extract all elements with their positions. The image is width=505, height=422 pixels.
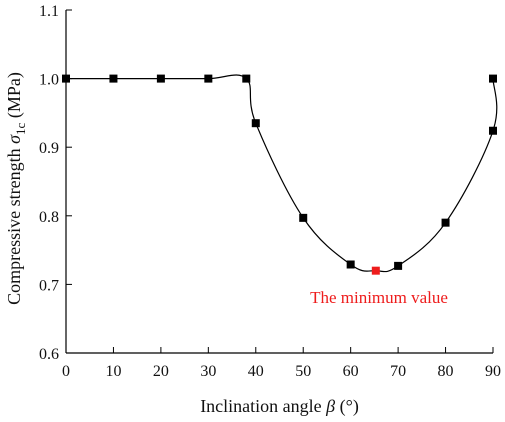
y-tick-label: 1.0 — [39, 72, 59, 89]
tick-labels: 0 10 20 30 40 50 60 70 80 90 0.6 0.7 0.8 0.9 1.0 1.1 — [39, 3, 501, 380]
y-tick-label: 0.9 — [39, 140, 59, 157]
data-point-marker — [441, 218, 450, 227]
y-axis-label-symbol: σ — [4, 134, 24, 144]
x-tick-label: 20 — [153, 363, 169, 380]
y-tick-label: 0.7 — [39, 277, 59, 294]
x-tick-label: 40 — [248, 363, 264, 380]
data-point-marker — [242, 74, 251, 83]
data-point-marker — [346, 260, 355, 269]
y-axis-label-prefix: Compressive strength — [4, 144, 24, 305]
data-point-marker — [109, 74, 118, 83]
y-axis-label: Compressive strength σ1c (MPa) — [4, 72, 28, 305]
minimum-point-marker — [371, 266, 380, 275]
data-point-marker — [204, 74, 213, 83]
x-tick-label: 0 — [62, 363, 70, 380]
data-point-marker — [299, 213, 308, 222]
data-point-marker — [156, 74, 165, 83]
x-axis-label: Inclination angle β (°) — [200, 396, 359, 417]
y-axis-label-subscript: 1c — [13, 122, 28, 135]
x-tick-label: 50 — [295, 363, 311, 380]
x-axis-label-prefix: Inclination angle — [200, 396, 326, 416]
x-tick-label: 60 — [343, 363, 359, 380]
x-tick-label: 70 — [390, 363, 406, 380]
data-curve — [66, 74, 498, 273]
x-tick-label: 30 — [200, 363, 216, 380]
data-point-marker — [62, 74, 70, 83]
y-axis-label-suffix: (MPa) — [4, 72, 25, 123]
x-tick-label: 90 — [485, 363, 501, 380]
series-line — [66, 74, 498, 273]
data-point-marker — [489, 74, 497, 83]
data-point-marker — [394, 261, 403, 270]
y-tick-label: 0.6 — [39, 346, 59, 363]
x-tick-label: 80 — [438, 363, 454, 380]
x-axis-label-suffix: (°) — [335, 396, 359, 417]
minimum-annotation: The minimum value — [310, 288, 448, 307]
x-tick-label: 10 — [105, 363, 121, 380]
y-tick-label: 0.8 — [39, 209, 59, 226]
y-tick-label: 1.1 — [39, 3, 59, 20]
data-markers — [62, 74, 497, 275]
x-axis-label-symbol: β — [325, 396, 335, 416]
axes — [65, 9, 494, 354]
data-point-marker — [251, 119, 260, 128]
data-point-marker — [489, 126, 497, 135]
